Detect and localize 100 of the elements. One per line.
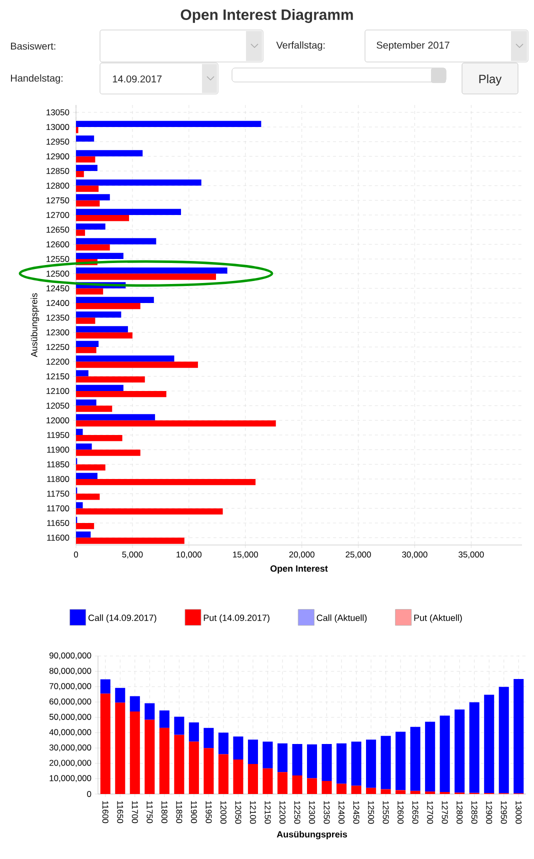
bar [322,780,332,794]
x-tick-label: 30,000 [402,552,428,559]
bar [100,694,110,794]
y-tick-label: 12150 [46,373,70,380]
bar [410,790,420,794]
bar [76,428,83,436]
y-tick-label: 80,000,000 [49,668,92,675]
bar [248,764,258,794]
x-tick-label: 12100 [250,801,256,824]
x-tick-label: 12000 [220,801,226,824]
legend-label: Call (Aktuell) [316,614,367,623]
bar [76,414,156,420]
bar [76,156,96,162]
y-tick-label: 0 [87,791,92,797]
bar [76,318,96,324]
bar [76,420,276,426]
y-axis-title: Ausübungspreis [30,293,40,358]
bar [76,194,110,200]
bar [76,312,122,318]
bar [159,710,170,728]
x-tick-label: 0 [74,552,78,558]
bar [76,200,100,206]
bar [76,288,104,294]
y-tick-label: 12400 [46,300,70,306]
bar [76,472,98,480]
y-tick-label: 13000 [46,124,70,130]
bar [469,702,480,793]
chart-title: Open Interest Diagramm [180,8,353,23]
bar [440,716,450,792]
bar [76,238,156,244]
x-tick-label: 12650 [412,801,418,824]
y-tick-label: 90,000,000 [49,652,92,660]
bar [322,744,332,781]
bar [144,720,155,794]
x-tick-label: 11800 [161,801,168,824]
bar [218,754,228,794]
y-tick-label: 11750 [47,490,70,497]
bar [76,400,96,406]
x-tick-label: 12300 [309,801,315,824]
text: September 2017 [376,41,450,51]
bar [292,744,302,776]
bar [76,208,182,215]
bar [130,696,140,712]
bar [396,790,406,794]
y-tick-label: 12350 [46,314,70,321]
x-tick-label: 12200 [279,801,286,824]
bar [306,778,318,794]
y-tick-label: 12100 [46,388,70,394]
text: Verfallstag: [276,41,325,51]
x-tick-label: 12700 [427,801,434,824]
bar [306,744,318,778]
x-tick-label: 13000 [516,801,522,824]
text: Play [479,74,502,86]
y-tick-label: 11700 [47,505,70,512]
bar [76,444,92,450]
bar [76,120,262,127]
x-tick-label: 11650 [117,801,124,824]
bar [204,748,214,794]
y-tick-label: 50,000,000 [49,714,92,721]
y-tick-label: 11900 [47,446,70,453]
x-tick-label: 12850 [471,801,478,824]
y-tick-label: 12900 [46,153,70,160]
legend-label: Call (14.09.2017) [88,614,156,623]
y-tick-label: 12700 [46,212,70,218]
x-tick-label: 10,000 [176,552,202,559]
y-tick-label: 12500 [46,270,70,277]
bar [188,722,199,742]
x-tick-label: 5,000 [122,552,143,559]
y-tick-label: 10,000,000 [50,775,92,782]
bar [76,244,110,250]
y-tick-label: 12600 [46,241,70,248]
x-tick-label: 12450 [353,801,360,824]
bar [115,702,126,794]
bar [76,215,130,222]
bar [425,722,436,792]
y-tick-label: 13050 [46,109,70,116]
bar [76,406,112,412]
bar [76,150,143,156]
bar [76,391,166,398]
bar [76,356,174,362]
y-tick-label: 11650 [47,520,70,526]
bar [76,508,223,514]
x-tick-label: 12750 [442,801,448,824]
bar [76,502,83,508]
bar [76,532,91,538]
y-tick-label: 11850 [47,461,70,468]
y-tick-label: 12450 [46,285,70,292]
y-tick-label: 70,000,000 [50,683,92,690]
x-tick-label: 11950 [206,801,212,824]
bar [76,384,124,392]
text: 14.09.2017 [112,75,162,83]
bar [380,789,391,794]
bar [76,296,154,303]
y-tick-label: 11800 [47,476,70,482]
bar [233,760,244,794]
x-axis-title: Ausübungspreis [276,830,348,840]
bar [262,742,273,768]
x-tick-label: 25,000 [346,552,371,559]
x-tick-label: 11850 [176,801,182,824]
bar [366,740,376,788]
